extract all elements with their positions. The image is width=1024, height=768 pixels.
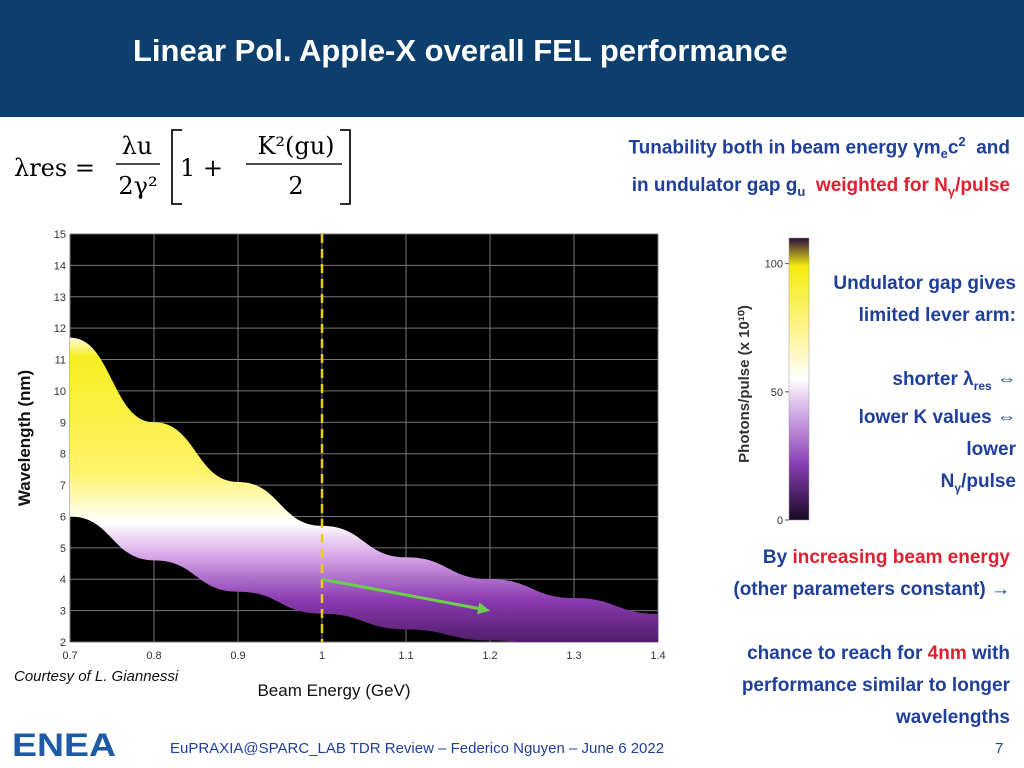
formula-lhs: λres = [14, 154, 95, 182]
x-tick-label: 0.7 [62, 650, 77, 662]
x-tick-label: 1.3 [566, 650, 581, 662]
tunability-line-1-a: Tunability both in beam energy [628, 137, 914, 159]
undulator-gap-text: Undulator gap gives limited lever arm: s… [790, 268, 1016, 504]
double-arrow-icon: ⇔ [997, 369, 1016, 390]
x-tick-label: 0.9 [230, 650, 245, 662]
shorter-line: shorter λres ⇔ [790, 364, 1016, 402]
lower-k-line: lower K values ⇔ [790, 402, 1016, 434]
colorbar-tick-label: 0 [777, 515, 783, 527]
tunability-line-1-b: and [965, 137, 1010, 159]
increasing-energy-text: increasing beam energy [792, 547, 1010, 568]
colorbar: 100 50 0 Photons/pulse (x 10¹⁰) [736, 237, 810, 527]
spacer [640, 606, 1010, 638]
with-text: with [966, 643, 1010, 664]
constant-line: (other parameters constant) → [640, 574, 1010, 606]
npulse-line: Nγ/pulse [790, 466, 1016, 504]
per-pulse-text: /pulse [961, 470, 1016, 492]
colorbar-gradient [788, 237, 810, 521]
constant-text: (other parameters constant) [733, 579, 986, 600]
y-tick-label: 4 [60, 574, 66, 586]
page-number: 7 [995, 740, 1004, 757]
y-tick-label: 3 [60, 606, 66, 618]
subscript-res: res [973, 378, 992, 393]
y-tick-label: 2 [60, 637, 66, 649]
x-tick-label: 1.4 [650, 650, 665, 662]
formula-frac1-num: λu [122, 132, 153, 160]
per-pulse-text: /pulse [955, 175, 1010, 197]
right-arrow-icon: → [991, 579, 1010, 600]
y-tick-label: 14 [54, 260, 66, 272]
arrow-head [477, 602, 490, 615]
gap-line-1: Undulator gap gives [833, 273, 1016, 294]
chance-text: chance to reach for [747, 643, 928, 664]
y-tick-label: 15 [54, 229, 66, 241]
footer-text: EuPRAXIA@SPARC_LAB TDR Review – Federico… [170, 740, 665, 757]
wavelengths-text: wavelengths [895, 707, 1010, 728]
4nm-text: 4nm [927, 643, 967, 664]
x-tick-label: 1 [319, 650, 325, 662]
y-tick-label: 13 [54, 292, 66, 304]
by-text: By [762, 547, 793, 568]
n-symbol: N [940, 470, 955, 492]
double-arrow-icon: ⇔ [997, 406, 1016, 428]
y-tick-labels: 2 3 4 5 6 7 8 9 10 11 12 13 14 15 [54, 229, 66, 649]
gap-line-2: limited lever arm: [858, 305, 1016, 326]
resonance-formula: λres = λu 2γ² 1 + K²(gu) 2 [12, 124, 352, 208]
y-axis-label: Wavelength (nm) [15, 370, 34, 506]
shorter-text: shorter λ [892, 369, 974, 390]
subscript-gamma: γ [947, 183, 956, 199]
gamma-m-symbol: γm [913, 137, 941, 159]
y-tick-label: 7 [60, 480, 66, 492]
chance-line: chance to reach for 4nm with [640, 638, 1010, 670]
colorbar-tick-label: 100 [765, 259, 783, 271]
lower-text: lower [966, 438, 1016, 460]
tunability-line-2-a: in undulator gap g [631, 175, 798, 197]
formula-frac2-num: K²(gu) [257, 132, 334, 160]
y-tick-label: 11 [55, 355, 66, 367]
subscript-gamma: γ [954, 480, 962, 495]
right-bracket [340, 129, 351, 205]
formula-one-plus: 1 + [180, 154, 223, 182]
left-bracket [171, 129, 182, 205]
increase-line: By increasing beam energy [640, 542, 1010, 574]
wavelength-energy-chart: 0.7 0.8 0.9 1 1.1 1.2 1.3 1.4 2 3 4 5 6 7 8 9 10 11 12 13 1… [15, 229, 666, 700]
c-symbol: c [947, 137, 959, 159]
weighted-text: weighted for N [805, 175, 948, 197]
x-tick-label: 0.8 [146, 650, 161, 662]
y-tick-label: 6 [60, 511, 66, 523]
logo-text: ENEA [12, 728, 116, 758]
formula-frac1-den: 2γ² [118, 172, 157, 200]
courtesy-credit: Courtesy of L. Giannessi [14, 668, 179, 685]
colorbar-label: Photons/pulse (x 10¹⁰) [736, 305, 753, 463]
colorbar-ticks: 100 50 0 [765, 259, 789, 527]
subscript-u: u [797, 183, 806, 199]
lower-k-text: lower K values [858, 406, 992, 428]
y-tick-label: 8 [60, 449, 66, 461]
y-tick-label: 5 [60, 543, 66, 555]
colorbar-tick-label: 50 [771, 387, 783, 399]
title-bar: Linear Pol. Apple-X overall FEL performa… [0, 0, 1024, 117]
tunability-line-2: in undulator gap gu weighted for Nγ/puls… [480, 170, 1010, 208]
x-tick-label: 1.1 [398, 650, 413, 662]
superscript-2: 2 [958, 134, 966, 149]
tunability-text: Tunability both in beam energy γmec2 and… [480, 126, 1010, 208]
performance-text: performance similar to longer [741, 675, 1010, 696]
y-tick-label: 10 [54, 386, 66, 398]
fel-performance-band [70, 337, 658, 642]
y-tick-label: 12 [54, 323, 66, 335]
beam-energy-text: By increasing beam energy (other paramet… [640, 542, 1010, 734]
spacer [790, 332, 1016, 364]
slide-title: Linear Pol. Apple-X overall FEL performa… [133, 33, 788, 68]
enea-logo: ENEA [12, 728, 116, 758]
energy-increase-arrow [321, 577, 479, 610]
y-tick-label: 9 [60, 417, 66, 429]
tunability-line-1: Tunability both in beam energy γmec2 and [480, 126, 1010, 170]
formula-frac2-den: 2 [288, 172, 303, 200]
x-tick-label: 1.2 [482, 650, 497, 662]
subscript-e: e [940, 146, 948, 162]
formula-graphic: λres = λu 2γ² 1 + K²(gu) 2 [14, 129, 351, 205]
x-tick-labels: 0.7 0.8 0.9 1 1.1 1.2 1.3 1.4 [62, 650, 665, 662]
x-axis-label: Beam Energy (GeV) [257, 681, 410, 700]
